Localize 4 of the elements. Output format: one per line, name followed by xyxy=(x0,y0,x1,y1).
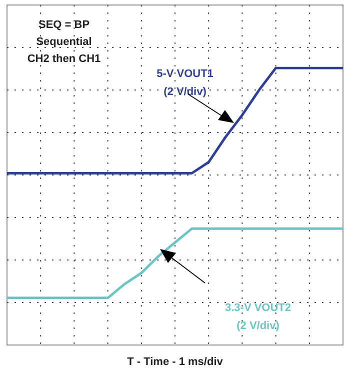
text: SEQ = BP Sequential CH2 then CH1 xyxy=(27,19,101,66)
text: 3.3-V VOUT2 (2 V/div) xyxy=(224,302,292,332)
x-axis-title: T - Time - 1 ms/div xyxy=(127,356,224,368)
text: 5-V VOUT1 (2 V/div) xyxy=(156,68,214,98)
